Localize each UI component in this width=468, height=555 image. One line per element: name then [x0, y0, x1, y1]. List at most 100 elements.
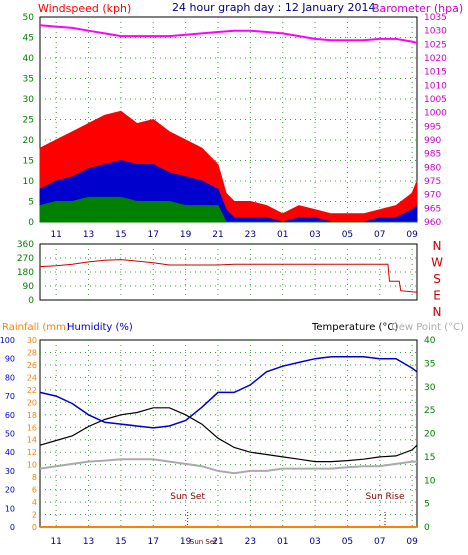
bottom-x-tick-label: Sun Set — [190, 538, 217, 546]
humidity-label: Humidity (%) — [67, 322, 133, 333]
rain-tick-label: 12 — [27, 448, 37, 457]
direction-letter: W — [431, 256, 443, 270]
bottom-x-tick-label: 11 — [50, 537, 61, 547]
header-right-label: Barometer (hpa) — [372, 2, 463, 15]
wind-tick-label: 10 — [23, 177, 35, 187]
temp-tick-label: 25 — [424, 406, 435, 416]
barometer-tick-label: 975 — [424, 177, 441, 187]
temp-tick-label: 20 — [424, 430, 436, 440]
barometer-series — [39, 24, 418, 44]
rain-tick-label: 6 — [32, 486, 37, 495]
bottom-x-tick-label: 05 — [342, 537, 353, 547]
temp-tick-label: 30 — [424, 383, 436, 393]
rain-tick-label: 26 — [27, 361, 37, 370]
barometer-tick-label: 965 — [424, 204, 441, 214]
sun-annotation: Sun Set — [170, 492, 205, 502]
wind-tick-label: 5 — [28, 198, 34, 208]
rain-tick-label: 2 — [32, 511, 37, 520]
chart-title: 24 hour graph day : 12 January 2014 — [172, 1, 376, 14]
dewpoint-label: Dew Point (°C) — [391, 322, 464, 333]
barometer-tick-label: 970 — [424, 191, 441, 201]
x-tick-label: 11 — [50, 230, 61, 240]
wind-low-series — [39, 196, 417, 223]
barometer-tick-label: 1005 — [424, 95, 447, 105]
x-tick-label: 07 — [374, 230, 385, 240]
wind-tick-label: 30 — [23, 95, 35, 105]
temp-tick-label: 0 — [424, 523, 430, 533]
bottom-x-tick-label: 13 — [83, 537, 94, 547]
rain-tick-label: 30 — [27, 336, 37, 345]
barometer-tick-label: 995 — [424, 122, 441, 132]
humidity-tick-label: 10 — [5, 504, 15, 513]
wind-tick-label: 50 — [23, 13, 35, 23]
x-tick-label: 03 — [309, 230, 320, 240]
humidity-tick-label: 50 — [5, 430, 15, 439]
rain-tick-label: 16 — [27, 423, 37, 432]
x-tick-label: 15 — [115, 230, 126, 240]
barometer-tick-label: 990 — [424, 136, 441, 146]
bottom-x-tick-label: 19 — [180, 537, 192, 547]
rain-tick-label: 14 — [27, 436, 37, 445]
barometer-tick-label: 980 — [424, 163, 441, 173]
direction-tick-label: 0 — [28, 296, 34, 306]
direction-tick-label: 360 — [17, 240, 34, 250]
x-tick-label: 05 — [342, 230, 353, 240]
wind-tick-label: 35 — [23, 75, 34, 85]
rain-tick-label: 4 — [32, 498, 37, 507]
direction-letter: N — [433, 239, 442, 253]
dewpoint-series — [39, 458, 417, 475]
rainfall-label: Rainfall (mm) — [2, 322, 70, 333]
wind-tick-label: 25 — [23, 116, 34, 126]
rain-tick-label: 20 — [27, 398, 37, 407]
rain-tick-label: 8 — [32, 473, 37, 482]
direction-letter: S — [433, 272, 441, 286]
rain-tick-label: 10 — [27, 461, 37, 470]
wind-tick-label: 0 — [28, 218, 34, 228]
rain-tick-label: 24 — [27, 373, 37, 382]
sun-annotation: Sun Rise — [366, 492, 405, 502]
bottom-x-tick-label: 07 — [374, 537, 385, 547]
x-tick-label: 01 — [277, 230, 288, 240]
temp-tick-label: 5 — [424, 500, 430, 510]
direction-tick-label: 90 — [23, 282, 35, 292]
humidity-tick-label: 60 — [5, 411, 15, 420]
rain-tick-label: 18 — [27, 411, 37, 420]
direction-series — [39, 259, 418, 293]
humidity-tick-label: 20 — [5, 486, 15, 495]
barometer-tick-label: 1020 — [424, 54, 447, 64]
x-tick-label: 17 — [148, 230, 159, 240]
wind-barometer-panel: 0510152025303540455096096597097598098599… — [23, 13, 448, 240]
humidity-tick-label: 30 — [5, 467, 15, 476]
bottom-x-tick-label: 17 — [148, 537, 159, 547]
humidity-tick-label: 100 — [0, 336, 15, 345]
barometer-tick-label: 1030 — [424, 27, 447, 37]
wind-tick-label: 20 — [23, 136, 35, 146]
humidity-tick-label: 80 — [5, 373, 15, 382]
bottom-x-tick-label: 15 — [115, 537, 126, 547]
bottom-x-tick-label: 09 — [406, 537, 418, 547]
barometer-tick-label: 1035 — [424, 13, 447, 23]
humidity-series — [39, 356, 418, 429]
barometer-tick-label: 985 — [424, 150, 441, 160]
temp-tick-label: 10 — [424, 476, 436, 486]
humidity-tick-label: 40 — [5, 448, 15, 457]
humidity-tick-label: 90 — [5, 355, 15, 364]
barometer-tick-label: 1010 — [424, 81, 447, 91]
bottom-x-tick-label: 03 — [309, 537, 320, 547]
humidity-tick-label: 0 — [10, 523, 15, 532]
direction-tick-label: 180 — [17, 268, 34, 278]
wind-tick-label: 45 — [23, 34, 34, 44]
x-tick-label: 23 — [245, 230, 256, 240]
rain-tick-label: 28 — [27, 348, 37, 357]
x-tick-label: 19 — [180, 230, 192, 240]
direction-tick-label: 270 — [17, 254, 34, 264]
bottom-x-tick-label: 21 — [212, 537, 223, 547]
wind-tick-label: 15 — [23, 157, 34, 167]
barometer-tick-label: 1025 — [424, 40, 447, 50]
humidity-tick-label: 70 — [5, 392, 15, 401]
temp-tick-label: 40 — [424, 336, 436, 346]
x-tick-label: 09 — [406, 230, 418, 240]
barometer-tick-label: 1000 — [424, 109, 447, 119]
x-tick-label: 21 — [212, 230, 223, 240]
